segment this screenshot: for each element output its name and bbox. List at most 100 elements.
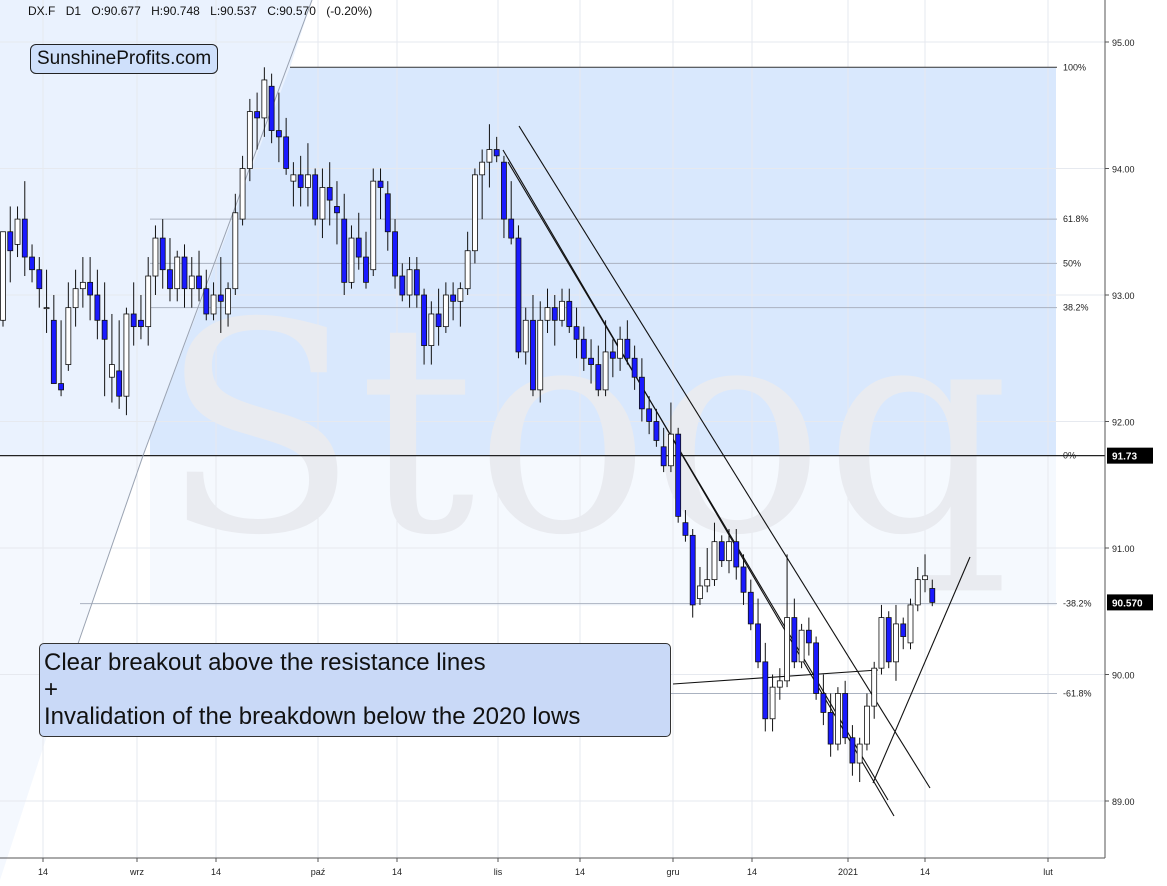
candle-body xyxy=(450,294,457,302)
candle-body xyxy=(508,218,515,239)
candle-body xyxy=(769,686,776,720)
price-marker xyxy=(1107,594,1153,611)
trendline xyxy=(872,556,971,784)
candle-body xyxy=(813,642,820,694)
candle-body xyxy=(755,623,761,663)
candle-body xyxy=(283,136,290,169)
candle-body xyxy=(740,566,747,593)
candle-body xyxy=(493,149,500,157)
candle-body xyxy=(305,174,311,188)
candle-body xyxy=(428,313,435,347)
candle-body xyxy=(820,693,827,713)
time-tick-label: 14 xyxy=(575,867,585,877)
candle-body xyxy=(856,743,863,764)
candle-body xyxy=(624,338,631,359)
candle-body xyxy=(486,149,493,163)
candle-body xyxy=(399,275,406,296)
trendline xyxy=(518,125,931,789)
candle-body xyxy=(246,111,253,169)
time-tick-label: wrz xyxy=(129,867,144,877)
candle-body xyxy=(631,357,638,378)
candle-body xyxy=(864,705,870,745)
annotation-line-3: Invalidation of the breakdown below the … xyxy=(44,703,581,730)
candle-body xyxy=(515,237,522,353)
fib-level-label: 38.2% xyxy=(1063,303,1089,313)
price-tick-label: 93.00 xyxy=(1112,291,1135,301)
candle-body xyxy=(239,168,246,220)
candle-body xyxy=(152,237,159,277)
candle-body xyxy=(413,269,420,296)
candle-body xyxy=(203,288,210,315)
candle-body xyxy=(138,319,144,328)
candle-body xyxy=(101,319,108,340)
annotation-box: Clear breakout above the resistance line… xyxy=(39,643,671,737)
candle-body xyxy=(225,288,231,315)
candle-body xyxy=(893,623,899,663)
candle-body xyxy=(537,319,544,391)
candle-body xyxy=(392,231,398,277)
candle-body xyxy=(653,421,660,441)
candle-body xyxy=(254,111,261,119)
candle-body xyxy=(457,288,464,302)
candle-body xyxy=(573,326,580,340)
candle-body xyxy=(326,187,333,201)
price-tick-label: 94.00 xyxy=(1112,165,1135,175)
candle-body xyxy=(711,541,718,581)
candle-body xyxy=(43,307,50,310)
fib-level-label: 0% xyxy=(1063,451,1076,461)
candle-body xyxy=(835,693,841,745)
price-marker-label: 91.73 xyxy=(1112,452,1137,463)
trendline xyxy=(672,669,879,685)
candle-body xyxy=(697,585,703,600)
annotation-line-2: + xyxy=(44,676,59,703)
candle-body xyxy=(907,604,914,644)
candle-body xyxy=(776,680,783,688)
time-tick-label: 14 xyxy=(920,867,930,877)
candle-body xyxy=(682,522,689,536)
candle-body xyxy=(442,294,449,328)
candle-body xyxy=(348,237,355,283)
candle-body xyxy=(87,281,94,296)
candle-body xyxy=(421,294,427,346)
candle-body xyxy=(370,180,377,271)
candle-body xyxy=(878,617,885,669)
candle-body xyxy=(290,174,297,182)
fib-extension-zone xyxy=(150,455,1056,606)
candle-body xyxy=(79,281,86,290)
candle-body xyxy=(617,338,623,359)
candle-body xyxy=(900,623,907,637)
candle-body xyxy=(406,269,413,296)
candle-body xyxy=(341,218,348,283)
time-tick-label: 14 xyxy=(747,867,757,877)
candle-body xyxy=(849,737,856,764)
time-tick-label: 14 xyxy=(392,867,402,877)
candle-body xyxy=(922,575,928,581)
brand-label: SunshineProfits.com xyxy=(30,44,219,74)
candle-body xyxy=(464,250,471,290)
price-tick-label: 95.00 xyxy=(1112,38,1135,48)
watermark: Stooq xyxy=(160,262,1010,599)
candle-body xyxy=(827,712,834,745)
candle-body xyxy=(566,300,573,328)
candle-body xyxy=(65,307,72,365)
candle-body xyxy=(50,319,57,384)
fib-level-label: -38.2% xyxy=(1063,599,1092,609)
candle-body xyxy=(885,617,892,663)
candle-body xyxy=(109,364,115,378)
candle-body xyxy=(718,541,725,562)
time-tick-label: paź xyxy=(311,867,326,877)
candle-body xyxy=(319,187,326,220)
candle-body xyxy=(660,446,667,467)
time-tick-label: lut xyxy=(1043,867,1053,877)
candle-body xyxy=(609,351,616,359)
fib-level-label: 50% xyxy=(1063,258,1081,268)
candle-body xyxy=(174,256,181,290)
candle-body xyxy=(210,294,217,315)
candle-body xyxy=(726,541,732,562)
time-tick-label: 14 xyxy=(211,867,221,877)
candle-body xyxy=(689,534,696,606)
time-tick-label: lis xyxy=(494,867,503,877)
candle-body xyxy=(842,693,849,739)
candle-body xyxy=(0,231,6,321)
candle-body xyxy=(196,275,202,290)
